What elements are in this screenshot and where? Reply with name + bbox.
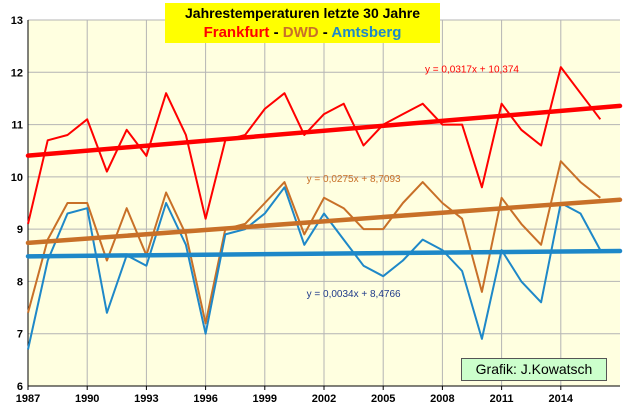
y-tick-label: 12 — [11, 67, 23, 79]
y-tick-label: 6 — [17, 381, 23, 393]
trendline-amtsberg — [25, 248, 623, 259]
trend-eq-dwd: y = 0,0275x + 8,7093 — [307, 174, 401, 185]
x-tick-label: 1990 — [75, 393, 99, 405]
x-tick-label: 2008 — [430, 393, 454, 405]
subtitle-frankfurt: Frankfurt — [203, 24, 270, 41]
credit-label: Grafik: J.Kowatsch — [461, 358, 607, 381]
x-tick-label: 2014 — [549, 393, 574, 405]
series-line-dwd — [27, 160, 601, 325]
y-tick-label: 11 — [11, 120, 23, 132]
y-tick-label: 13 — [11, 15, 23, 27]
x-tick-label: 2011 — [490, 393, 514, 405]
subtitle-dwd: DWD — [282, 24, 319, 41]
y-tick-label: 7 — [17, 329, 23, 341]
subtitle-sep-2: - — [318, 24, 332, 41]
y-tick-label: 10 — [11, 172, 23, 184]
chart-title-box: Jahrestemperaturen letzte 30 Jahre Frank… — [165, 3, 440, 43]
y-tick-label: 9 — [17, 224, 23, 236]
y-tick-label: 8 — [17, 276, 23, 288]
trendline-dwd — [25, 197, 623, 246]
x-tick-label: 1996 — [193, 393, 217, 405]
series-line-frankfurt — [27, 66, 602, 225]
trendline-frankfurt — [25, 103, 623, 158]
trend-eq-frankfurt: y = 0,0317x + 10,374 — [425, 64, 519, 75]
chart-subtitle: Frankfurt - DWD - Amtsberg — [165, 23, 440, 43]
x-tick-label: 1999 — [253, 393, 277, 405]
subtitle-sep-1: - — [269, 24, 283, 41]
x-tick-label: 1987 — [16, 393, 40, 405]
trend-eq-amtsberg: y = 0,0034x + 8,4766 — [307, 289, 401, 300]
series-line-amtsberg — [27, 186, 602, 350]
x-tick-label: 2005 — [371, 393, 395, 405]
x-tick-label: 1993 — [134, 393, 158, 405]
x-tick-label: 2002 — [312, 393, 336, 405]
chart-title: Jahrestemperaturen letzte 30 Jahre — [185, 5, 420, 21]
subtitle-amtsberg: Amtsberg — [331, 24, 402, 41]
